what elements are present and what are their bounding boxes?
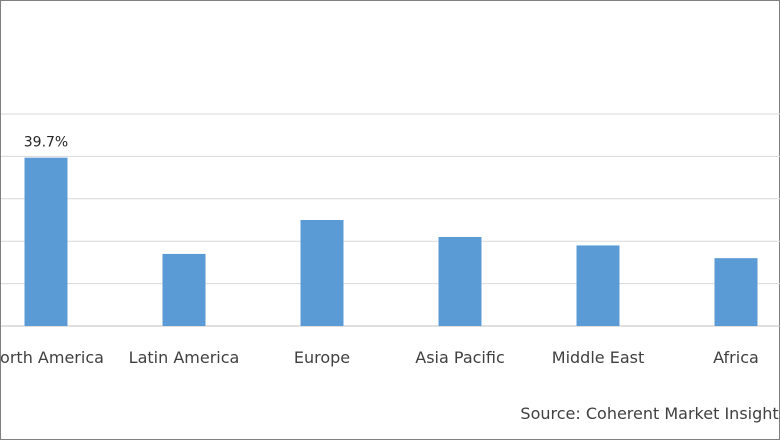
bar <box>714 258 758 326</box>
bar <box>162 253 206 326</box>
x-tick-label: Asia Pacific <box>415 348 504 367</box>
source-note: Source: Coherent Market Insights <box>520 404 780 423</box>
bar <box>300 220 344 326</box>
x-tick-label: Europe <box>294 348 350 367</box>
x-tick-label: Africa <box>713 348 759 367</box>
x-tick-label: Latin America <box>129 348 240 367</box>
x-tick-label: Middle East <box>552 348 644 367</box>
x-tick-label: North America <box>1 348 104 367</box>
gridlines <box>1 113 780 327</box>
bar <box>24 157 68 326</box>
x-axis-labels: North America Latin America Europe Asia Pac… <box>1 348 759 367</box>
bar <box>576 245 620 326</box>
value-labels: 39.7% <box>24 135 68 151</box>
data-label: 39.7% <box>24 135 68 151</box>
bar <box>438 236 482 326</box>
bars <box>24 157 758 326</box>
